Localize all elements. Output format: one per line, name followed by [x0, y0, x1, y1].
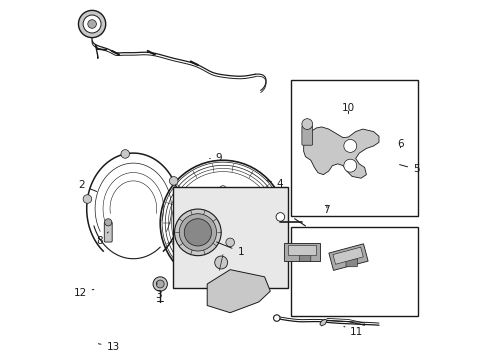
- Circle shape: [184, 219, 211, 246]
- Circle shape: [276, 213, 284, 221]
- Circle shape: [88, 20, 96, 28]
- Circle shape: [273, 315, 280, 321]
- Text: 1: 1: [216, 242, 244, 257]
- Text: 5: 5: [399, 164, 419, 174]
- Text: 11: 11: [343, 327, 363, 337]
- Text: 13: 13: [98, 342, 120, 352]
- Circle shape: [239, 247, 246, 254]
- Circle shape: [196, 197, 249, 249]
- FancyBboxPatch shape: [299, 253, 310, 261]
- Circle shape: [225, 238, 234, 247]
- Circle shape: [169, 177, 178, 185]
- Text: 10: 10: [341, 103, 354, 114]
- FancyBboxPatch shape: [172, 187, 287, 288]
- FancyBboxPatch shape: [346, 259, 357, 267]
- Circle shape: [160, 160, 285, 286]
- Circle shape: [203, 204, 241, 242]
- Circle shape: [187, 209, 194, 216]
- Text: 4: 4: [266, 179, 283, 189]
- Circle shape: [104, 219, 112, 226]
- Polygon shape: [328, 244, 367, 270]
- FancyBboxPatch shape: [301, 126, 312, 145]
- Circle shape: [214, 256, 227, 269]
- Bar: [290, 80, 418, 216]
- FancyBboxPatch shape: [104, 222, 112, 242]
- Text: 3: 3: [155, 282, 162, 300]
- Circle shape: [83, 195, 92, 203]
- Bar: [290, 226, 418, 316]
- Polygon shape: [319, 319, 326, 326]
- Circle shape: [219, 186, 226, 193]
- Text: 7: 7: [323, 205, 329, 216]
- Text: 6: 6: [396, 139, 403, 149]
- Circle shape: [78, 10, 105, 38]
- Text: 9: 9: [209, 153, 222, 163]
- Polygon shape: [284, 243, 319, 261]
- Circle shape: [179, 214, 216, 251]
- Circle shape: [174, 209, 221, 256]
- Circle shape: [156, 280, 164, 288]
- Polygon shape: [332, 247, 363, 264]
- Circle shape: [343, 159, 356, 172]
- Circle shape: [153, 277, 167, 291]
- Text: 12: 12: [73, 288, 94, 298]
- Text: 2: 2: [78, 180, 97, 192]
- Polygon shape: [303, 127, 378, 178]
- Text: 8: 8: [96, 232, 108, 246]
- Circle shape: [251, 209, 258, 216]
- Circle shape: [343, 139, 356, 152]
- Circle shape: [83, 15, 101, 33]
- Polygon shape: [287, 245, 316, 255]
- Polygon shape: [207, 270, 270, 313]
- Circle shape: [121, 150, 129, 158]
- Circle shape: [301, 119, 312, 130]
- Circle shape: [199, 247, 206, 254]
